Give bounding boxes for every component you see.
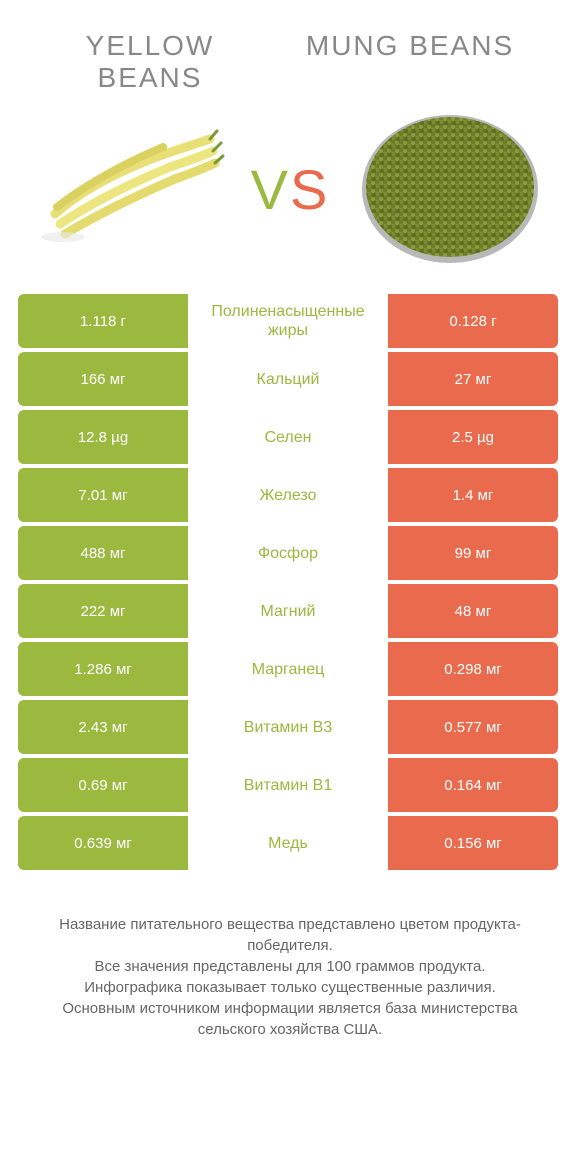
footer-line-4: Основным источником информации является … xyxy=(30,998,550,1040)
footer-line-2: Все значения представлены для 100 граммо… xyxy=(30,956,550,977)
cell-nutrient-name: Медь xyxy=(188,816,388,870)
cell-left-value: 7.01 мг xyxy=(18,468,188,522)
header: YELLOW BEANS MUNG BEANS xyxy=(0,0,580,94)
cell-right-value: 0.128 г xyxy=(388,294,558,348)
cell-nutrient-name: Витамин B1 xyxy=(188,758,388,812)
mung-beans-icon xyxy=(355,109,545,269)
vs-s: S xyxy=(290,158,329,221)
header-right: MUNG BEANS xyxy=(290,30,530,62)
cell-left-value: 2.43 мг xyxy=(18,700,188,754)
table-row: 1.118 гПолиненасыщенные жиры0.128 г xyxy=(18,294,562,348)
cell-right-value: 1.4 мг xyxy=(388,468,558,522)
table-row: 488 мгФосфор99 мг xyxy=(18,526,562,580)
table-row: 12.8 µgСелен2.5 µg xyxy=(18,410,562,464)
title-left: YELLOW BEANS xyxy=(50,30,250,94)
cell-right-value: 0.577 мг xyxy=(388,700,558,754)
cell-left-value: 222 мг xyxy=(18,584,188,638)
table-row: 2.43 мгВитамин B30.577 мг xyxy=(18,700,562,754)
cell-left-value: 0.639 мг xyxy=(18,816,188,870)
cell-right-value: 0.164 мг xyxy=(388,758,558,812)
footer-line-1: Название питательного вещества представл… xyxy=(30,914,550,956)
cell-nutrient-name: Фосфор xyxy=(188,526,388,580)
title-right: MUNG BEANS xyxy=(290,30,530,62)
table-row: 0.69 мгВитамин B10.164 мг xyxy=(18,758,562,812)
table-row: 166 мгКальций27 мг xyxy=(18,352,562,406)
yellow-beans-icon xyxy=(35,119,225,259)
cell-left-value: 12.8 µg xyxy=(18,410,188,464)
cell-nutrient-name: Кальций xyxy=(188,352,388,406)
cell-left-value: 166 мг xyxy=(18,352,188,406)
cell-nutrient-name: Полиненасыщенные жиры xyxy=(188,294,388,348)
cell-right-value: 0.156 мг xyxy=(388,816,558,870)
comparison-table: 1.118 гПолиненасыщенные жиры0.128 г166 м… xyxy=(0,294,580,870)
cell-nutrient-name: Витамин B3 xyxy=(188,700,388,754)
cell-right-value: 99 мг xyxy=(388,526,558,580)
cell-left-value: 1.286 мг xyxy=(18,642,188,696)
table-row: 222 мгМагний48 мг xyxy=(18,584,562,638)
cell-right-value: 2.5 µg xyxy=(388,410,558,464)
table-row: 7.01 мгЖелезо1.4 мг xyxy=(18,468,562,522)
header-left: YELLOW BEANS xyxy=(50,30,250,94)
cell-right-value: 27 мг xyxy=(388,352,558,406)
yellow-beans-image xyxy=(30,114,230,264)
table-row: 0.639 мгМедь0.156 мг xyxy=(18,816,562,870)
images-row: VS xyxy=(0,94,580,294)
vs-v: V xyxy=(251,158,290,221)
cell-right-value: 48 мг xyxy=(388,584,558,638)
table-row: 1.286 мгМарганец0.298 мг xyxy=(18,642,562,696)
cell-nutrient-name: Магний xyxy=(188,584,388,638)
cell-left-value: 0.69 мг xyxy=(18,758,188,812)
vs-label: VS xyxy=(251,157,330,222)
cell-nutrient-name: Железо xyxy=(188,468,388,522)
cell-right-value: 0.298 мг xyxy=(388,642,558,696)
cell-nutrient-name: Марганец xyxy=(188,642,388,696)
cell-nutrient-name: Селен xyxy=(188,410,388,464)
cell-left-value: 488 мг xyxy=(18,526,188,580)
cell-left-value: 1.118 г xyxy=(18,294,188,348)
mung-beans-image xyxy=(350,114,550,264)
footer-line-3: Инфографика показывает только существенн… xyxy=(30,977,550,998)
footer: Название питательного вещества представл… xyxy=(0,874,580,1040)
